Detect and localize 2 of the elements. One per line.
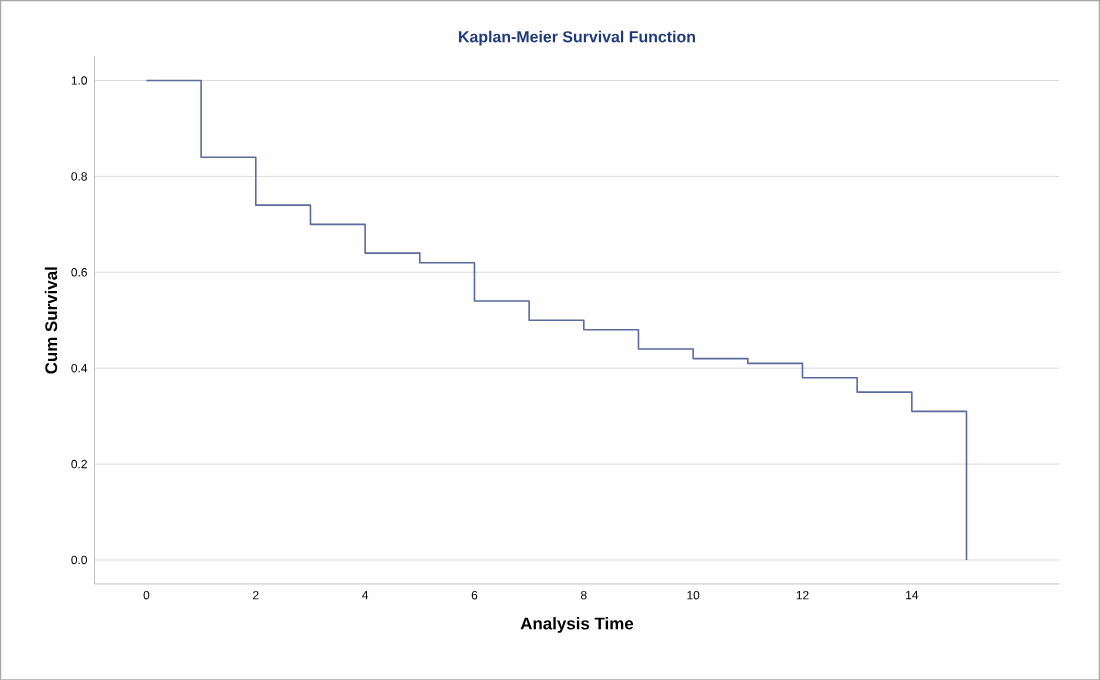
y-axis-title: Cum Survival xyxy=(44,267,58,374)
x-axis-title: Analysis Time xyxy=(520,616,634,633)
